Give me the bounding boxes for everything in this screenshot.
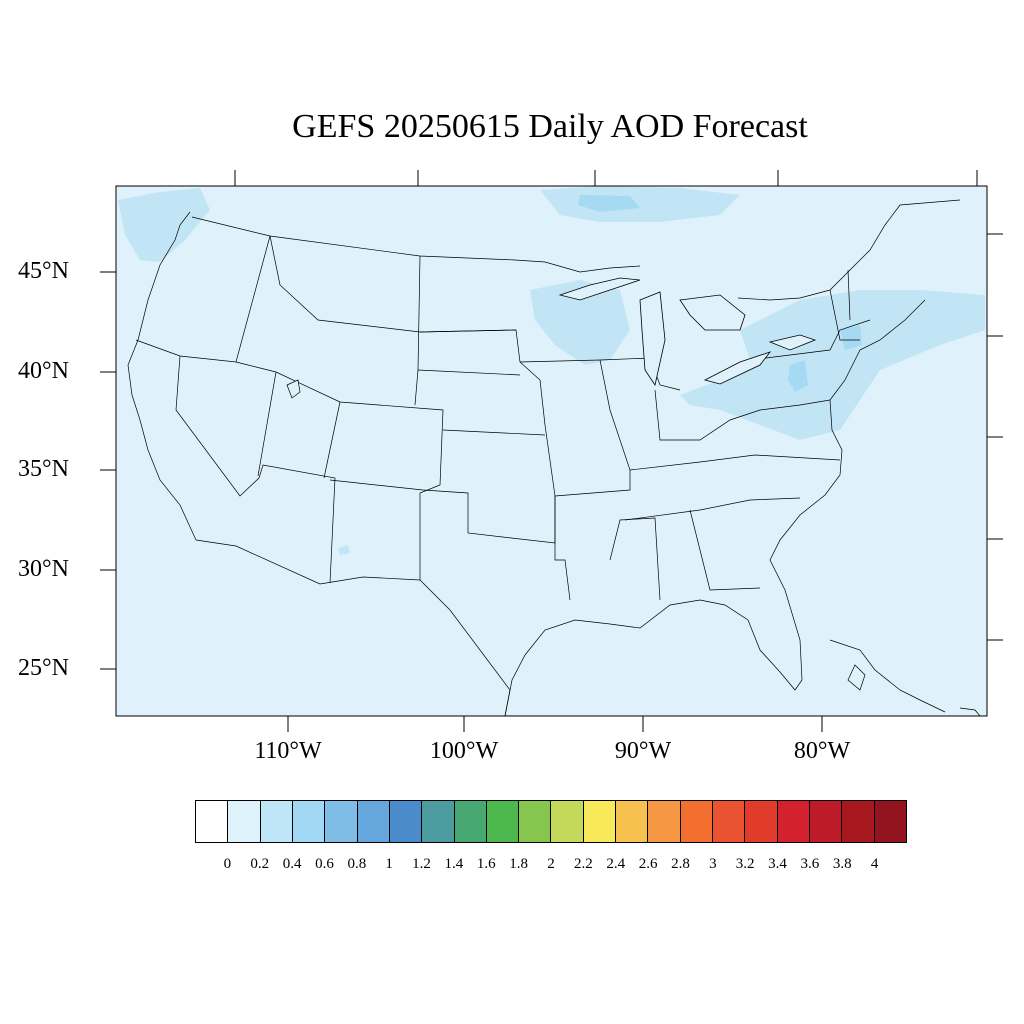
colorbar-label: 3: [709, 856, 717, 872]
colorbar-label: 3.8: [832, 856, 852, 872]
colorbar-label: 0: [223, 856, 232, 872]
great-lakes: [558, 277, 817, 387]
colorbar-label: 1: [385, 856, 393, 872]
colorbar-label: 1.8: [509, 856, 528, 872]
colorbar-swatch: [519, 801, 552, 842]
lat-label-30: 30°N: [18, 556, 69, 582]
colorbar-label: 2.2: [573, 856, 593, 872]
lon-label-80w: 80°W: [793, 738, 851, 764]
colorbar-swatch: [616, 801, 649, 842]
lon-label-100w: 100°W: [429, 738, 499, 764]
colorbar-label: 4: [870, 856, 879, 872]
colorbar-swatch: [228, 801, 261, 842]
colorbar-swatch: [422, 801, 455, 842]
colorbar-swatch: [648, 801, 681, 842]
colorbar-label: 1.6: [476, 856, 496, 872]
colorbar-swatch: [680, 801, 713, 842]
colorbar-swatch: [713, 801, 746, 842]
colorbar-swatch: [842, 801, 875, 842]
caribbean-islands: [829, 639, 981, 717]
great-salt-lake: [286, 379, 301, 399]
state-boundaries: [127, 199, 961, 717]
lat-label-40: 40°N: [18, 358, 69, 384]
colorbar-label: 3.4: [768, 856, 787, 872]
colorbar-swatch: [389, 801, 423, 842]
map-title: GEFS 20250615 Daily AOD Forecast: [292, 108, 808, 145]
lat-label-35: 35°N: [18, 456, 69, 482]
colorbar-label: 1.4: [444, 856, 464, 872]
colorbar-label: 2.4: [606, 856, 626, 872]
colorbar-swatch: [874, 801, 906, 842]
lon-label-110w: 110°W: [254, 738, 322, 764]
colorbar-label: 2.6: [638, 856, 658, 872]
left-ticks: [100, 271, 116, 670]
colorbar-label: 2: [547, 856, 555, 872]
colorbar-swatch: [551, 801, 584, 842]
lat-label-25: 25°N: [18, 655, 69, 681]
colorbar-label: 0.6: [315, 856, 334, 872]
colorbar-swatch: [292, 801, 326, 842]
colorbar-swatch: [583, 801, 617, 842]
right-ticks: [987, 233, 1003, 641]
colorbar-label: 3.6: [800, 856, 820, 872]
colorbar-swatch: [325, 801, 358, 842]
lon-label-90w: 90°W: [614, 738, 672, 764]
colorbar-label: 0.4: [282, 856, 302, 872]
bottom-ticks: [287, 716, 823, 732]
colorbar-swatch: [357, 801, 390, 842]
colorbar-swatch: [260, 801, 293, 842]
colorbar-swatch: [809, 801, 843, 842]
colorbar-label: 3.2: [735, 856, 755, 872]
lat-label-45: 45°N: [18, 258, 69, 284]
colorbar-swatch: [196, 801, 229, 842]
top-ticks: [234, 170, 978, 186]
map-background: [116, 186, 987, 716]
colorbar-label: 2.8: [671, 856, 690, 872]
map-frame: [115, 185, 988, 717]
colorbar-label: 0.2: [250, 856, 270, 872]
colorbar-label: 0.8: [347, 856, 367, 872]
colorbar-swatch: [777, 801, 810, 842]
colorbar-swatch: [486, 801, 520, 842]
aod-plume-layer: [118, 186, 985, 555]
colorbar-label: 1.2: [412, 856, 431, 872]
colorbar-swatch: [454, 801, 487, 842]
colorbar-swatch: [745, 801, 778, 842]
aod-colorbar: [195, 800, 907, 843]
aod-plume-strong-layer: [578, 195, 862, 392]
